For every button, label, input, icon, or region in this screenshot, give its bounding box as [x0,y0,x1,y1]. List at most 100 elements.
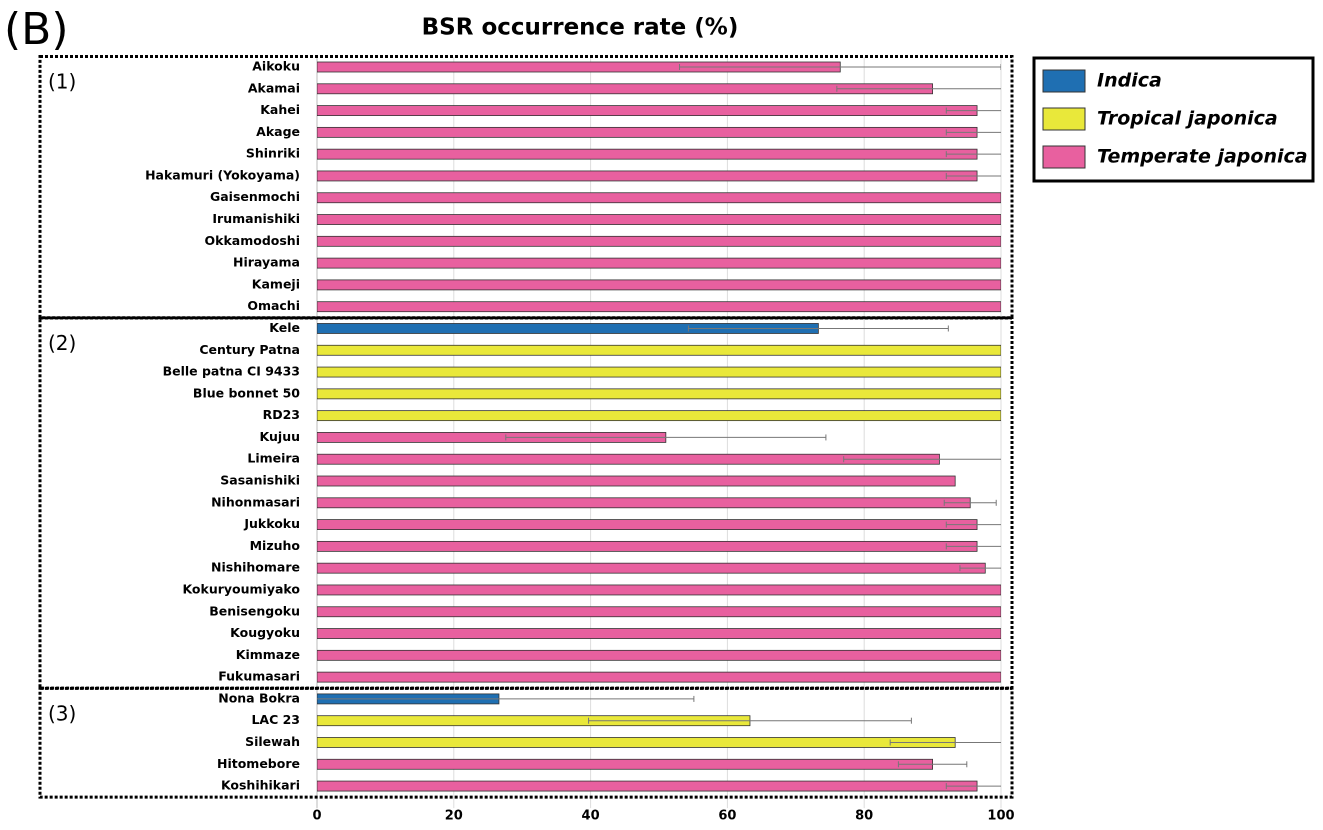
bar [317,606,1001,618]
error-bar [945,783,1001,790]
y-tick-label: Nishihomare [211,560,300,575]
bar [317,649,1001,661]
y-tick-label: Nona Bokra [218,690,300,705]
bar [317,475,956,487]
bar [317,519,978,530]
y-tick-label: Kougyoku [230,625,300,640]
y-tick-label: Mizuho [250,538,301,553]
y-tick-label: Aikoku [252,59,300,74]
legend-swatch [1042,107,1086,131]
bar [317,344,1001,356]
group-box [38,55,1014,320]
error-bar [679,64,1001,70]
y-tick-label: Sasanishiki [220,473,300,488]
error-bar [959,565,1001,572]
error-bar [945,521,1001,528]
y-tick-label: Silewah [245,734,300,749]
bar [317,192,1001,204]
bar [317,584,1001,596]
bar [317,758,933,770]
y-tick-label: Kimmaze [236,647,300,662]
group-box [38,316,1014,690]
y-tick-label: Benisengoku [209,603,300,618]
bar [317,628,1001,639]
bar [317,214,1001,225]
y-tick-label: LAC 23 [251,712,300,727]
bar [317,366,1001,378]
y-tick-label: Akage [256,124,300,139]
bar [317,279,1001,291]
panel-label: (B) [4,4,69,55]
legend-label: Temperate japonica [1097,146,1308,168]
error-bar [889,739,1001,746]
bar [317,126,978,138]
x-tick-label: 80 [855,809,873,824]
error-bar [687,325,949,332]
y-tick-label: Kele [269,320,300,335]
bar [317,388,1001,400]
y-tick-label: Irumanishiki [212,211,300,226]
group-label: (2) [48,331,76,355]
y-tick-label: Okkamodoshi [205,233,300,248]
y-tick-label: Akamai [248,80,300,95]
group-label: (3) [48,701,76,725]
y-tick-label: Kokuryoumiyako [182,581,300,596]
y-tick-label: Kameji [252,276,300,291]
bar [317,170,978,182]
bar [317,540,978,552]
error-bar [317,695,695,702]
y-tick-label: Nihonmasari [211,494,300,509]
error-bar [945,543,1001,550]
bar [317,737,956,748]
legend-box [1032,56,1315,183]
y-tick-label: Kahei [260,102,300,117]
plot-area [317,61,1001,792]
y-tick-label: Limeira [247,451,300,466]
bar [317,671,1001,683]
error-bar [843,456,1001,463]
x-tick-label: 0 [312,809,321,824]
x-tick-label: 40 [582,809,600,824]
y-tick-label: Century Patna [199,342,300,357]
y-tick-label: Shinriki [246,146,300,161]
chart-title: BSR occurrence rate (%) [422,15,739,41]
legend-swatch [1042,69,1086,93]
group-box [38,686,1014,799]
legend-swatch [1042,145,1086,169]
bar [317,301,1001,313]
y-tick-label: Kujuu [260,429,300,444]
bar [317,105,978,116]
error-bar [945,129,1001,136]
x-tick-label: 20 [445,809,463,824]
y-tick-label: Gaisenmochi [210,189,300,204]
bar [317,410,1001,422]
bar [317,780,978,792]
error-bar [588,717,912,724]
bar [317,497,971,509]
error-bar [897,761,968,768]
error-bar [943,499,997,506]
legend-label: Tropical japonica [1097,108,1278,130]
group-label: (1) [48,70,76,94]
y-tick-label: Fukumasari [218,669,300,684]
y-tick-label: Hirayama [233,255,300,270]
x-tick-label: 100 [987,809,1014,824]
y-tick-label: Hitomebore [217,756,300,771]
y-tick-label: RD23 [263,407,300,422]
error-bar [505,434,827,441]
x-tick-label: 60 [718,809,736,824]
error-bar [945,151,1001,158]
y-tick-label: Omachi [247,298,300,313]
bar [317,148,978,160]
y-tick-label: Jukkoku [243,516,300,531]
error-bar [945,107,1001,114]
legend-label: Indica [1097,70,1162,92]
y-tick-label: Koshihikari [221,778,300,793]
bar [317,235,1001,247]
bar [317,562,986,574]
bar [317,257,1001,269]
y-tick-label: Belle patna CI 9433 [163,364,300,379]
error-bar [945,172,1001,179]
